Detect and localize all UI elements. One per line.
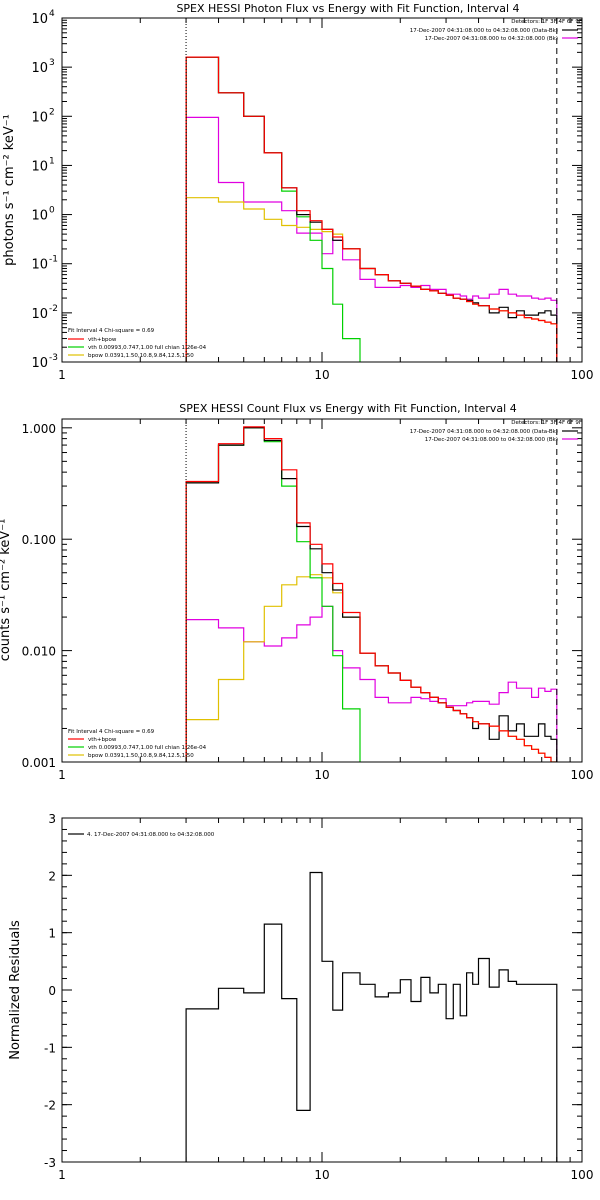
count-flux-y-tick-label: 0.100: [22, 533, 56, 547]
photon-flux-y-tick-label: 10: [31, 307, 48, 322]
residuals-y-tick-label: -2: [44, 1099, 56, 1113]
count-flux-title: SPEX HESSI Count Flux vs Energy with Fit…: [179, 402, 516, 415]
photon-flux-series-4: [185, 56, 558, 362]
residuals-series-group: [185, 871, 558, 1162]
photon-flux-x-tick-label: 1: [58, 368, 66, 382]
legend-vth-bpow: vth+bpow: [88, 337, 117, 343]
photon-flux-panel: SPEX HESSI Photon Flux vs Energy with Fi…: [2, 2, 593, 382]
legend-detectors: Detectors: 1F 3F 4F 6F 9F: [511, 420, 582, 426]
photon-flux-y-tick-label: 10: [31, 209, 48, 224]
residuals-legend: 4. 17-Dec-2007 04:31:08.000 to 04:32:08.…: [87, 832, 215, 838]
photon-flux-y-tick-exponent: 4: [49, 9, 55, 19]
photon-flux-y-tick-label: 10: [31, 110, 48, 125]
residuals-plot: 1 10 100 -3 -2 -1 0 1 2 3: [44, 812, 593, 1182]
photon-flux-y-tick-label: 10: [31, 12, 48, 27]
photon-flux-y-tick-label: 10: [31, 61, 48, 76]
residuals-x-tick-label: 100: [571, 1168, 594, 1182]
residuals-axes-frame: [61, 817, 583, 1163]
count-flux-series-0: [185, 605, 558, 762]
count-flux-y-label: counts s⁻¹ cm⁻² keV⁻¹: [0, 519, 13, 662]
legend-vth: vth 0.00993,0.747,1.00 full chian 1.26e-…: [88, 745, 207, 751]
photon-flux-legend-top-right: Detectors: 1F 3F 4F 6F 9F 17-Dec-2007 04…: [410, 19, 582, 42]
count-flux-y-tick-label: 0.010: [22, 645, 56, 659]
photon-flux-y-tick-label: 10: [31, 258, 48, 273]
photon-flux-x-tick-label: 100: [571, 368, 594, 382]
legend-bpow: bpow 0.0391,1.50,10.8,9.84,12.5,1.50: [88, 753, 194, 759]
count-flux-y-tick-label: 0.001: [22, 756, 56, 770]
photon-flux-x-tick-label: 10: [314, 368, 329, 382]
residuals-y-tick-label: 2: [48, 869, 56, 883]
legend-data-minus-bk: 17-Dec-2007 04:31:08.000 to 04:32:08.000…: [410, 429, 558, 435]
residuals-y-label: Normalized Residuals: [8, 920, 23, 1060]
count-flux-legend-top-right: Detectors: 1F 3F 4F 6F 9F 17-Dec-2007 04…: [410, 420, 582, 443]
count-flux-plot: 1 10 100 0.001 0.010 0.100 1.000: [22, 418, 594, 782]
photon-flux-y-label: photons s⁻¹ cm⁻² keV⁻¹: [2, 114, 17, 266]
photon-flux-y-tick-exponent: 1: [49, 156, 55, 166]
legend-detectors: Detectors: 1F 3F 4F 6F 9F: [511, 19, 582, 25]
photon-flux-series-0: [185, 116, 558, 362]
residuals-y-tick-label: -3: [44, 1156, 56, 1170]
photon-flux-y-tick-exponent: -1: [49, 255, 58, 265]
residuals-y-tick-label: -1: [44, 1041, 56, 1055]
count-flux-y-tick-label: 1.000: [22, 422, 56, 436]
photon-flux-y-tick-exponent: -2: [49, 304, 58, 314]
legend-bpow: bpow 0.0391,1.50,10.8,9.84,12.5,1.50: [88, 353, 194, 359]
legend-fit-interval: Fit Interval 4 Chi-square = 0.69: [68, 328, 155, 334]
legend-vth: vth 0.00993,0.747,1.00 full chian 1.26e-…: [88, 345, 207, 351]
count-flux-axes-frame: [61, 418, 583, 763]
residuals-y-tick-label: 3: [48, 812, 56, 826]
photon-flux-title: SPEX HESSI Photon Flux vs Energy with Fi…: [176, 2, 519, 15]
photon-flux-y-tick-label: 10: [31, 356, 48, 371]
residuals-x-tick-label: 10: [314, 1168, 329, 1182]
count-flux-panel: SPEX HESSI Count Flux vs Energy with Fit…: [0, 402, 593, 782]
count-flux-series-2: [185, 427, 361, 762]
legend-vth-bpow: vth+bpow: [88, 737, 117, 743]
count-flux-legend-fit: Fit Interval 4 Chi-square = 0.69 vth+bpo…: [68, 729, 207, 759]
count-flux-x-tick-label: 100: [571, 768, 594, 782]
legend-data-minus-bk: 17-Dec-2007 04:31:08.000 to 04:32:08.000…: [410, 28, 558, 34]
photon-flux-y-tick-exponent: 2: [49, 107, 55, 117]
count-flux-x-tick-label: 10: [314, 768, 329, 782]
residuals-panel: Normalized Residuals 1 10 100 -3 -2 -1 0 1 2 3 4.…: [8, 812, 593, 1182]
residuals-x-tick-label: 1: [58, 1168, 66, 1182]
residuals-y-tick-label: 0: [48, 984, 56, 998]
legend-bk: 17-Dec-2007 04:31:08.000 to 04:32:08.000…: [425, 36, 558, 42]
residuals-y-tick-label: 1: [48, 927, 56, 941]
photon-flux-y-tick-exponent: -3: [49, 353, 58, 363]
residuals-series-0: [185, 871, 558, 1162]
count-flux-series-4: [185, 426, 558, 762]
count-flux-x-tick-label: 1: [58, 768, 66, 782]
photon-flux-series-group: [185, 56, 558, 362]
legend-bk: 17-Dec-2007 04:31:08.000 to 04:32:08.000…: [425, 437, 558, 443]
photon-flux-legend-fit: Fit Interval 4 Chi-square = 0.69 vth+bpo…: [68, 328, 207, 359]
legend-interval: 4. 17-Dec-2007 04:31:08.000 to 04:32:08.…: [87, 832, 215, 838]
photon-flux-y-tick-exponent: 0: [49, 206, 55, 216]
legend-fit-interval: Fit Interval 4 Chi-square = 0.69: [68, 729, 155, 735]
photon-flux-y-tick-label: 10: [31, 159, 48, 174]
photon-flux-axes-frame: [61, 17, 583, 363]
photon-flux-y-tick-exponent: 3: [49, 58, 55, 68]
count-flux-series-group: [185, 426, 558, 762]
